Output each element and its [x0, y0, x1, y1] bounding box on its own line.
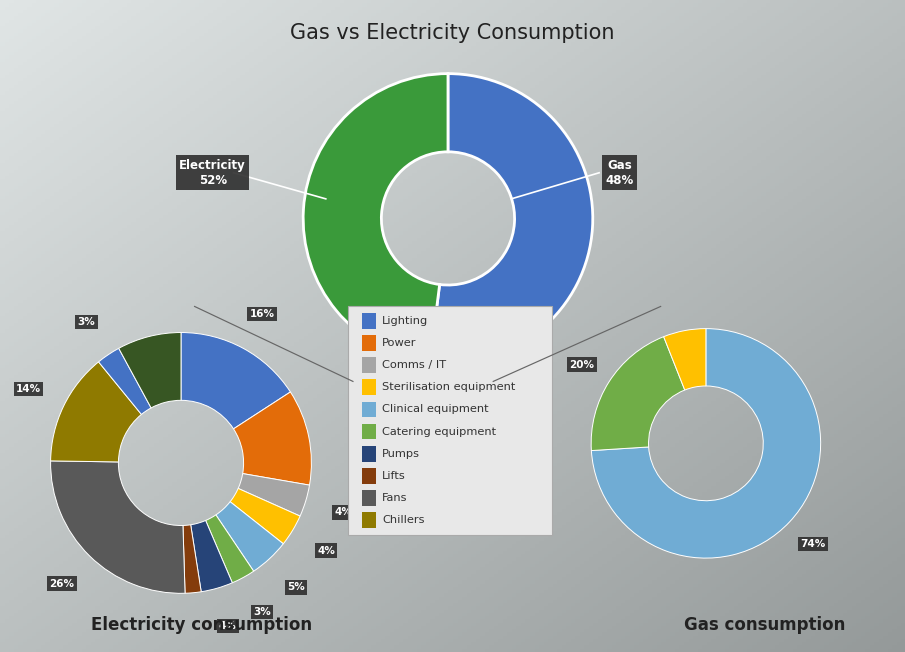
- Text: 4%: 4%: [317, 546, 335, 556]
- Wedge shape: [119, 333, 181, 408]
- Text: Sterilisation equipment: Sterilisation equipment: [382, 382, 515, 393]
- Text: Fans: Fans: [382, 493, 407, 503]
- Wedge shape: [191, 520, 233, 592]
- Text: Catering equipment: Catering equipment: [382, 426, 496, 437]
- Wedge shape: [230, 488, 300, 544]
- Text: 3%: 3%: [253, 607, 271, 617]
- Text: 20%: 20%: [569, 360, 595, 370]
- Wedge shape: [51, 362, 141, 462]
- Text: 3%: 3%: [78, 317, 95, 327]
- Text: Gas
48%: Gas 48%: [605, 159, 634, 186]
- Text: 2%: 2%: [0, 651, 1, 652]
- Wedge shape: [233, 392, 311, 485]
- Text: Electricity
52%: Electricity 52%: [179, 159, 246, 186]
- Wedge shape: [205, 515, 253, 583]
- Wedge shape: [181, 333, 291, 429]
- Text: Gas consumption: Gas consumption: [684, 615, 845, 634]
- Wedge shape: [183, 525, 201, 593]
- Text: 12%: 12%: [0, 651, 1, 652]
- Text: 6%: 6%: [0, 651, 1, 652]
- Wedge shape: [591, 336, 685, 451]
- Text: 4%: 4%: [334, 507, 352, 517]
- Wedge shape: [303, 74, 448, 362]
- Wedge shape: [99, 348, 151, 415]
- Wedge shape: [591, 329, 821, 558]
- Text: 16%: 16%: [250, 309, 274, 319]
- Text: 4%: 4%: [219, 621, 237, 631]
- Text: Pumps: Pumps: [382, 449, 420, 459]
- Text: Comms / IT: Comms / IT: [382, 360, 446, 370]
- Text: Clinical equipment: Clinical equipment: [382, 404, 489, 415]
- Text: Electricity consumption: Electricity consumption: [90, 615, 311, 634]
- Text: Power: Power: [382, 338, 416, 348]
- Text: Lighting: Lighting: [382, 316, 428, 326]
- Text: Lifts: Lifts: [382, 471, 405, 481]
- Wedge shape: [663, 329, 706, 390]
- Text: Chillers: Chillers: [382, 515, 424, 526]
- Wedge shape: [430, 74, 593, 363]
- Text: 14%: 14%: [16, 384, 41, 394]
- Text: 8%: 8%: [0, 651, 1, 652]
- Text: 5%: 5%: [287, 582, 305, 593]
- Wedge shape: [238, 473, 310, 516]
- Text: 26%: 26%: [50, 579, 74, 589]
- Wedge shape: [51, 461, 185, 593]
- Wedge shape: [216, 502, 283, 571]
- Text: Gas vs Electricity Consumption: Gas vs Electricity Consumption: [291, 23, 614, 43]
- Text: 74%: 74%: [800, 539, 825, 549]
